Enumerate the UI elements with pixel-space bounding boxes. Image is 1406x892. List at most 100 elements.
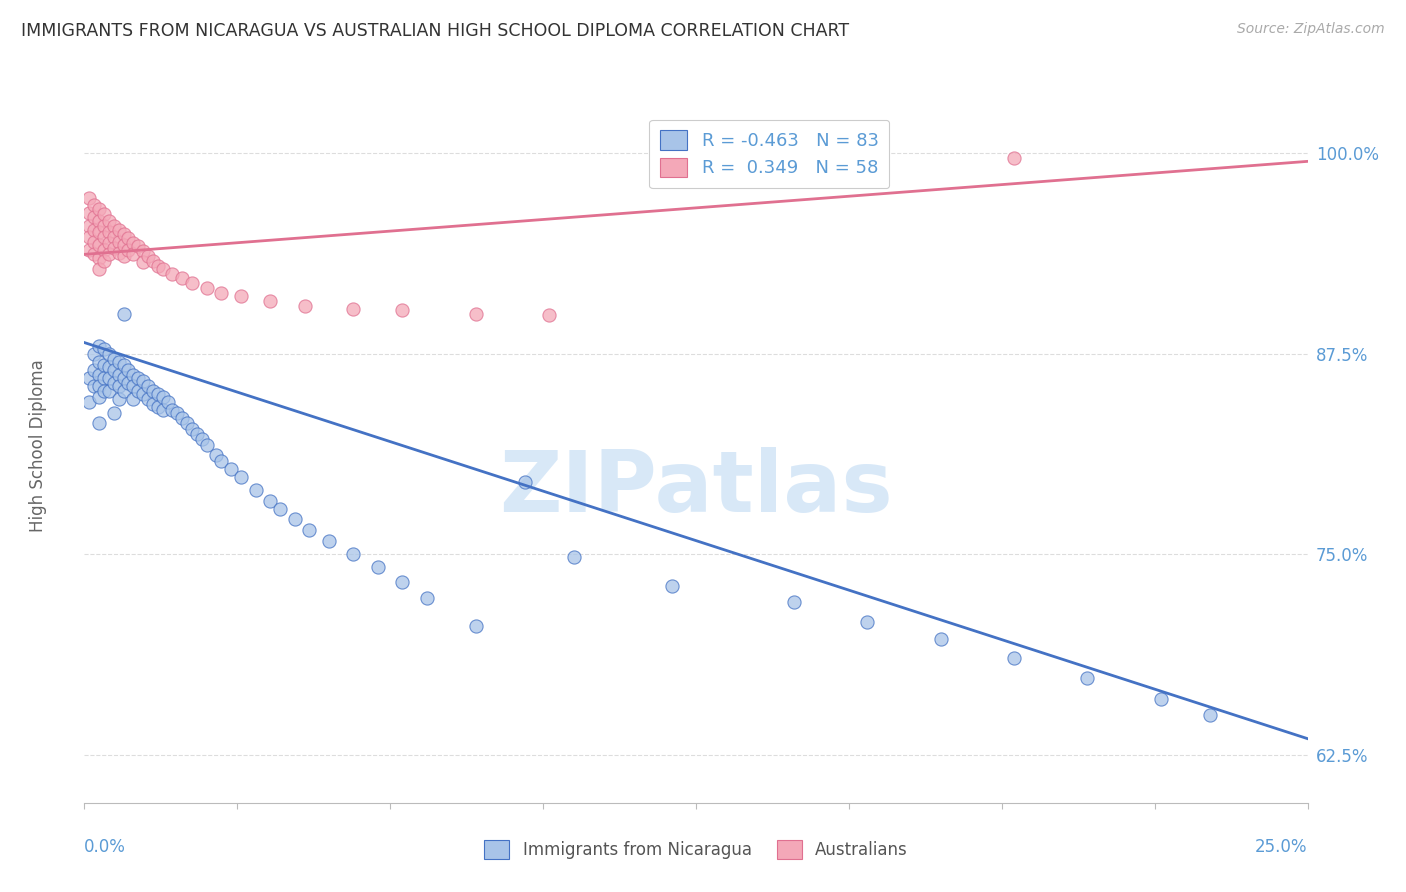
Point	[979, 816, 1001, 830]
Point	[103, 351, 125, 366]
Point	[77, 229, 100, 244]
Point	[112, 237, 135, 252]
Point	[219, 462, 242, 476]
Point	[166, 406, 188, 420]
Point	[93, 384, 115, 398]
Point	[156, 395, 179, 409]
Point	[83, 235, 105, 249]
Point	[191, 432, 214, 446]
Point	[83, 197, 105, 211]
Point	[162, 403, 184, 417]
Point	[1076, 671, 1098, 685]
Point	[122, 236, 145, 251]
Text: High School Diploma: High School Diploma	[30, 359, 46, 533]
Point	[87, 379, 110, 393]
Point	[245, 483, 267, 497]
Point	[93, 229, 115, 244]
Point	[93, 371, 115, 385]
Point	[97, 384, 120, 398]
Point	[107, 235, 129, 249]
Point	[87, 368, 110, 382]
Point	[87, 251, 110, 265]
Text: IMMIGRANTS FROM NICARAGUA VS AUSTRALIAN HIGH SCHOOL DIPLOMA CORRELATION CHART: IMMIGRANTS FROM NICARAGUA VS AUSTRALIAN …	[21, 22, 849, 40]
Point	[107, 392, 129, 406]
Point	[77, 371, 100, 385]
Point	[172, 271, 194, 285]
Point	[87, 261, 110, 276]
Point	[107, 223, 129, 237]
Point	[97, 213, 120, 227]
Point	[464, 619, 486, 633]
Point	[416, 591, 439, 605]
Point	[117, 231, 139, 245]
Point	[93, 253, 115, 268]
Point	[783, 595, 806, 609]
Point	[112, 384, 135, 398]
Point	[77, 243, 100, 257]
Text: 0.0%: 0.0%	[84, 838, 127, 856]
Point	[87, 355, 110, 369]
Point	[122, 379, 145, 393]
Point	[97, 225, 120, 239]
Point	[103, 229, 125, 244]
Point	[107, 379, 129, 393]
Point	[464, 307, 486, 321]
Point	[103, 241, 125, 255]
Text: 25.0%: 25.0%	[1256, 838, 1308, 856]
Point	[103, 219, 125, 233]
Point	[87, 213, 110, 227]
Point	[117, 363, 139, 377]
Point	[97, 236, 120, 251]
Point	[318, 534, 340, 549]
Point	[136, 392, 159, 406]
Point	[112, 227, 135, 241]
Point	[83, 223, 105, 237]
Point	[136, 379, 159, 393]
Point	[87, 390, 110, 404]
Point	[77, 395, 100, 409]
Point	[162, 267, 184, 281]
Point	[93, 342, 115, 356]
Point	[127, 239, 149, 253]
Point	[294, 299, 316, 313]
Point	[107, 245, 129, 260]
Point	[259, 293, 281, 308]
Point	[298, 523, 321, 537]
Point	[391, 574, 413, 589]
Point	[93, 207, 115, 221]
Point	[538, 308, 561, 322]
Point	[93, 358, 115, 372]
Point	[229, 470, 252, 484]
Point	[929, 632, 952, 647]
Point	[132, 387, 155, 401]
Point	[181, 422, 204, 436]
Point	[83, 379, 105, 393]
Point	[87, 237, 110, 252]
Point	[107, 355, 129, 369]
Point	[195, 281, 218, 295]
Point	[97, 359, 120, 374]
Point	[152, 390, 174, 404]
Point	[83, 347, 105, 361]
Point	[209, 285, 232, 300]
Point	[122, 368, 145, 382]
Point	[342, 547, 364, 561]
Point	[1150, 691, 1173, 706]
Point	[195, 438, 218, 452]
Point	[1002, 651, 1025, 665]
Point	[97, 247, 120, 261]
Point	[112, 371, 135, 385]
Point	[856, 615, 879, 629]
Point	[142, 396, 165, 410]
Point	[181, 277, 204, 291]
Point	[342, 301, 364, 316]
Point	[117, 376, 139, 390]
Point	[112, 358, 135, 372]
Point	[93, 219, 115, 233]
Point	[97, 347, 120, 361]
Text: Source: ZipAtlas.com: Source: ZipAtlas.com	[1237, 22, 1385, 37]
Point	[661, 579, 683, 593]
Point	[87, 202, 110, 217]
Point	[83, 211, 105, 225]
Point	[142, 384, 165, 398]
